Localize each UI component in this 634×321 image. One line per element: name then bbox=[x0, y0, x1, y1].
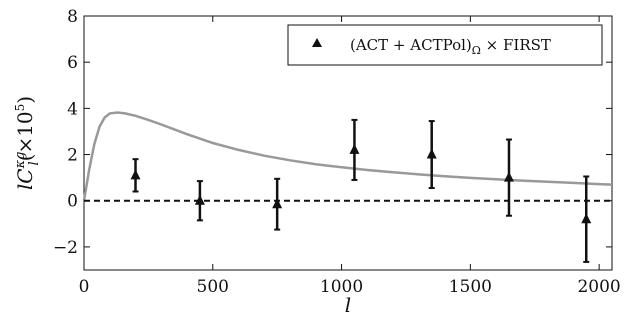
data-point-triangle bbox=[349, 143, 360, 154]
data-points-layer bbox=[130, 118, 592, 263]
y-tick-label: 6 bbox=[67, 53, 78, 73]
theory-curve-layer bbox=[82, 111, 613, 201]
x-tick-label: 500 bbox=[197, 277, 229, 297]
x-tick-label: 1000 bbox=[320, 277, 363, 297]
data-point-triangle bbox=[581, 213, 592, 224]
legend-marker-triangle bbox=[312, 38, 322, 47]
y-tick-label: 8 bbox=[67, 7, 78, 27]
legend: (ACT + ACTPol)Ω × FIRST bbox=[287, 24, 603, 66]
legend-box bbox=[287, 24, 603, 66]
data-point-triangle bbox=[426, 148, 437, 159]
x-tick-label: 1500 bbox=[449, 277, 492, 297]
x-axis-label: l bbox=[345, 293, 351, 317]
y-tick-label: −2 bbox=[53, 238, 78, 258]
data-point-triangle bbox=[503, 171, 514, 182]
data-point-triangle bbox=[130, 169, 141, 180]
y-tick-label: 4 bbox=[67, 99, 78, 119]
legend-label: (ACT + ACTPol)Ω × FIRST bbox=[350, 36, 551, 57]
x-tick-label: 0 bbox=[79, 277, 90, 297]
x-tick-label: 2000 bbox=[577, 277, 620, 297]
y-tick-label: 0 bbox=[67, 192, 78, 212]
y-axis-label: lCκgl(×105) bbox=[13, 96, 42, 190]
data-point-triangle bbox=[194, 194, 205, 205]
y-tick-label: 2 bbox=[67, 146, 78, 166]
theory-curve bbox=[82, 111, 613, 201]
data-point-triangle bbox=[272, 198, 283, 209]
